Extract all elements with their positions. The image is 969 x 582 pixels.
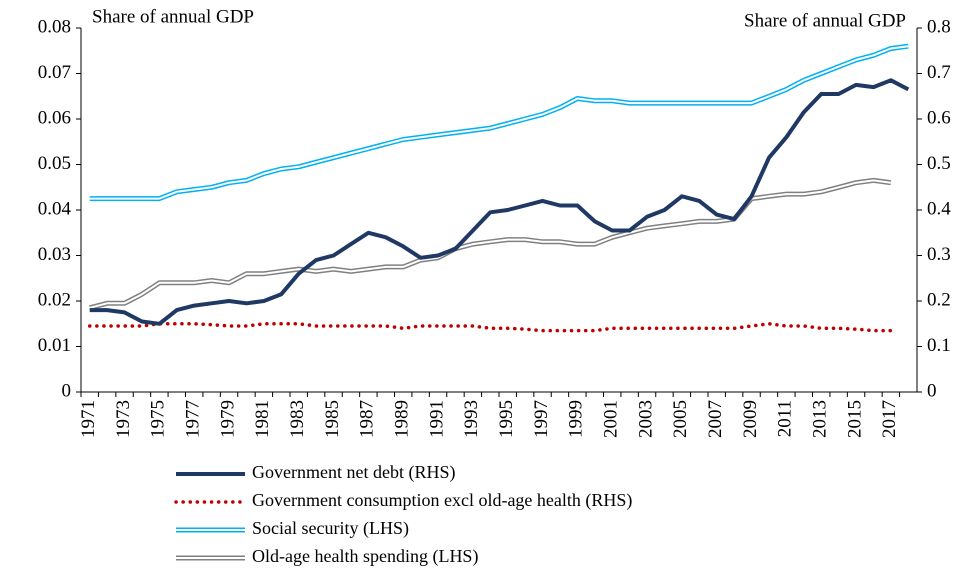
y2-tick-label: 0.6 bbox=[927, 107, 951, 128]
y-tick-label: 0.05 bbox=[38, 153, 71, 174]
y-tick-label: 0.06 bbox=[38, 107, 71, 128]
y2-axis-label: Share of annual GDP bbox=[744, 10, 906, 31]
x-tick-label: 1997 bbox=[531, 400, 552, 438]
x-tick-label: 2013 bbox=[810, 400, 831, 438]
x-tick-label: 2009 bbox=[740, 400, 761, 438]
x-tick-label: 1981 bbox=[252, 400, 273, 438]
x-tick-label: 1977 bbox=[183, 400, 204, 438]
y-tick-label: 0.08 bbox=[38, 16, 71, 37]
y2-tick-label: 0.5 bbox=[927, 153, 951, 174]
y-tick-label: 0.07 bbox=[38, 62, 71, 83]
x-tick-label: 1987 bbox=[357, 400, 378, 438]
legend: Government net debt (RHS) Government cons… bbox=[174, 462, 632, 567]
x-tick-label: 1979 bbox=[217, 400, 238, 438]
line-core bbox=[89, 179, 892, 309]
y-axis-label: Share of annual GDP bbox=[92, 6, 254, 27]
y2-tick-label: 0.4 bbox=[927, 198, 951, 219]
x-tick-label: 2011 bbox=[775, 400, 796, 437]
y-tick-label: 0.02 bbox=[38, 289, 71, 310]
y2-tick-label: 0.3 bbox=[927, 244, 951, 265]
y2-tick-label: 0.1 bbox=[927, 335, 951, 356]
x-tick-label: 1975 bbox=[148, 400, 169, 438]
x-tick-label: 2001 bbox=[601, 400, 622, 438]
x-tick-label: 1999 bbox=[566, 400, 587, 438]
legend-label: Government net debt (RHS) bbox=[252, 462, 455, 483]
y2-tick-label: 0 bbox=[927, 380, 937, 401]
x-tick-label: 1991 bbox=[426, 400, 447, 438]
x-tick-label: 1985 bbox=[322, 400, 343, 438]
series-line bbox=[89, 78, 910, 326]
series-line bbox=[89, 177, 892, 311]
x-tick-label: 1971 bbox=[78, 400, 99, 438]
x-tick-label: 1995 bbox=[496, 400, 517, 438]
x-tick-label: 1989 bbox=[392, 400, 413, 438]
y-tick-label: 0.01 bbox=[38, 335, 71, 356]
y2-tick-label: 0.2 bbox=[927, 289, 951, 310]
y-tick-label: 0 bbox=[62, 380, 72, 401]
x-tick-label: 2007 bbox=[705, 400, 726, 438]
series-line bbox=[87, 322, 893, 333]
series-line bbox=[89, 43, 909, 202]
y-tick-label: 0.04 bbox=[38, 198, 72, 219]
y-tick-label: 0.03 bbox=[38, 244, 71, 265]
x-tick-label: 1983 bbox=[287, 400, 308, 438]
legend-label: Social security (LHS) bbox=[252, 518, 409, 539]
x-tick-label: 1993 bbox=[461, 400, 482, 438]
y2-tick-label: 0.7 bbox=[927, 62, 951, 83]
x-tick-label: 1973 bbox=[113, 400, 134, 438]
x-tick-label: 2005 bbox=[670, 400, 691, 438]
x-tick-label: 2003 bbox=[635, 400, 656, 438]
x-tick-label: 2017 bbox=[879, 400, 900, 438]
legend-label: Government consumption excl old-age heal… bbox=[252, 490, 632, 511]
legend-label: Old-age health spending (LHS) bbox=[252, 546, 478, 567]
x-tick-label: 2015 bbox=[844, 400, 865, 438]
line-core bbox=[89, 45, 909, 200]
y2-tick-label: 0.8 bbox=[927, 16, 951, 37]
